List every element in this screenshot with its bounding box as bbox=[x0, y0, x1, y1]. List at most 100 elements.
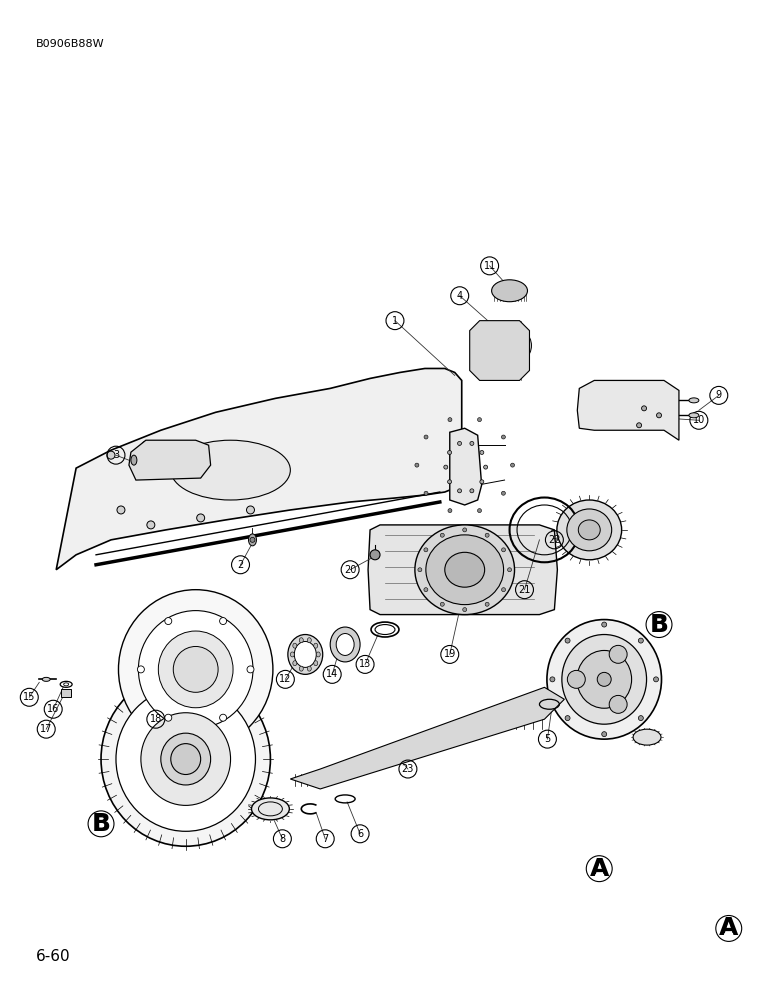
Ellipse shape bbox=[448, 509, 452, 513]
Ellipse shape bbox=[330, 627, 360, 662]
Ellipse shape bbox=[458, 489, 462, 493]
Ellipse shape bbox=[567, 509, 611, 551]
Ellipse shape bbox=[478, 509, 482, 513]
Ellipse shape bbox=[550, 677, 555, 682]
Text: 14: 14 bbox=[326, 669, 338, 679]
Polygon shape bbox=[469, 321, 530, 380]
Ellipse shape bbox=[502, 548, 506, 552]
Ellipse shape bbox=[290, 652, 294, 657]
Text: 20: 20 bbox=[344, 565, 357, 575]
Ellipse shape bbox=[654, 677, 659, 682]
Text: 3: 3 bbox=[113, 450, 119, 460]
Ellipse shape bbox=[293, 661, 296, 666]
Ellipse shape bbox=[300, 666, 303, 671]
Ellipse shape bbox=[424, 491, 428, 495]
Ellipse shape bbox=[418, 568, 422, 572]
Ellipse shape bbox=[547, 620, 662, 739]
Ellipse shape bbox=[294, 641, 317, 667]
Ellipse shape bbox=[502, 588, 506, 592]
Polygon shape bbox=[368, 525, 557, 615]
Ellipse shape bbox=[642, 406, 647, 411]
Ellipse shape bbox=[462, 528, 467, 532]
Ellipse shape bbox=[562, 635, 647, 724]
Polygon shape bbox=[577, 380, 679, 440]
Ellipse shape bbox=[171, 744, 201, 775]
Text: 19: 19 bbox=[444, 649, 456, 659]
Text: B: B bbox=[649, 613, 669, 637]
Text: 16: 16 bbox=[47, 704, 59, 714]
Ellipse shape bbox=[131, 455, 137, 465]
Ellipse shape bbox=[478, 418, 482, 422]
Ellipse shape bbox=[485, 533, 489, 537]
Text: 8: 8 bbox=[279, 834, 286, 844]
Text: B: B bbox=[95, 815, 107, 833]
Text: 15: 15 bbox=[23, 692, 36, 702]
Ellipse shape bbox=[300, 638, 303, 643]
Ellipse shape bbox=[424, 588, 428, 592]
Ellipse shape bbox=[448, 450, 452, 454]
Ellipse shape bbox=[219, 618, 226, 625]
Ellipse shape bbox=[252, 798, 290, 820]
Ellipse shape bbox=[609, 645, 627, 663]
Ellipse shape bbox=[440, 602, 445, 606]
Ellipse shape bbox=[578, 520, 600, 540]
Text: 1: 1 bbox=[392, 316, 398, 326]
Text: 21: 21 bbox=[518, 585, 530, 595]
Ellipse shape bbox=[458, 441, 462, 445]
Ellipse shape bbox=[480, 450, 484, 454]
Ellipse shape bbox=[107, 451, 115, 459]
Ellipse shape bbox=[426, 535, 503, 605]
Polygon shape bbox=[129, 440, 211, 480]
Text: 18: 18 bbox=[150, 714, 162, 724]
Text: A: A bbox=[594, 860, 605, 878]
Ellipse shape bbox=[499, 337, 520, 355]
Ellipse shape bbox=[601, 732, 607, 737]
Ellipse shape bbox=[577, 650, 631, 708]
Polygon shape bbox=[450, 428, 482, 505]
Ellipse shape bbox=[191, 441, 200, 449]
Ellipse shape bbox=[633, 729, 661, 745]
Text: 5: 5 bbox=[544, 734, 550, 744]
Ellipse shape bbox=[480, 480, 484, 484]
Polygon shape bbox=[290, 687, 564, 789]
Polygon shape bbox=[56, 368, 462, 570]
Ellipse shape bbox=[656, 413, 662, 418]
Ellipse shape bbox=[470, 441, 474, 445]
Text: 10: 10 bbox=[692, 415, 705, 425]
Ellipse shape bbox=[424, 435, 428, 439]
Ellipse shape bbox=[118, 590, 273, 749]
Ellipse shape bbox=[307, 666, 311, 671]
Text: 4: 4 bbox=[457, 291, 462, 301]
Ellipse shape bbox=[164, 714, 172, 721]
Ellipse shape bbox=[42, 677, 50, 681]
Ellipse shape bbox=[462, 608, 467, 612]
Text: A: A bbox=[719, 916, 739, 940]
Ellipse shape bbox=[567, 670, 585, 688]
Text: 2: 2 bbox=[238, 560, 244, 570]
Ellipse shape bbox=[138, 611, 253, 728]
Ellipse shape bbox=[293, 643, 296, 648]
Text: 23: 23 bbox=[401, 764, 414, 774]
Ellipse shape bbox=[173, 646, 218, 692]
Ellipse shape bbox=[117, 506, 125, 514]
Ellipse shape bbox=[415, 525, 514, 615]
Ellipse shape bbox=[219, 714, 226, 721]
Text: 22: 22 bbox=[548, 535, 560, 545]
Text: 17: 17 bbox=[40, 724, 52, 734]
Ellipse shape bbox=[424, 548, 428, 552]
Ellipse shape bbox=[483, 465, 488, 469]
Ellipse shape bbox=[317, 652, 320, 657]
Ellipse shape bbox=[444, 465, 448, 469]
Ellipse shape bbox=[141, 713, 231, 805]
Ellipse shape bbox=[161, 733, 211, 785]
Ellipse shape bbox=[147, 521, 155, 529]
Text: 9: 9 bbox=[716, 390, 722, 400]
Ellipse shape bbox=[336, 634, 354, 655]
Ellipse shape bbox=[307, 638, 311, 643]
Ellipse shape bbox=[250, 537, 255, 542]
Ellipse shape bbox=[415, 463, 419, 467]
Text: 6-60: 6-60 bbox=[36, 949, 71, 964]
Ellipse shape bbox=[370, 550, 380, 560]
Ellipse shape bbox=[598, 672, 611, 686]
Text: 13: 13 bbox=[359, 659, 371, 669]
